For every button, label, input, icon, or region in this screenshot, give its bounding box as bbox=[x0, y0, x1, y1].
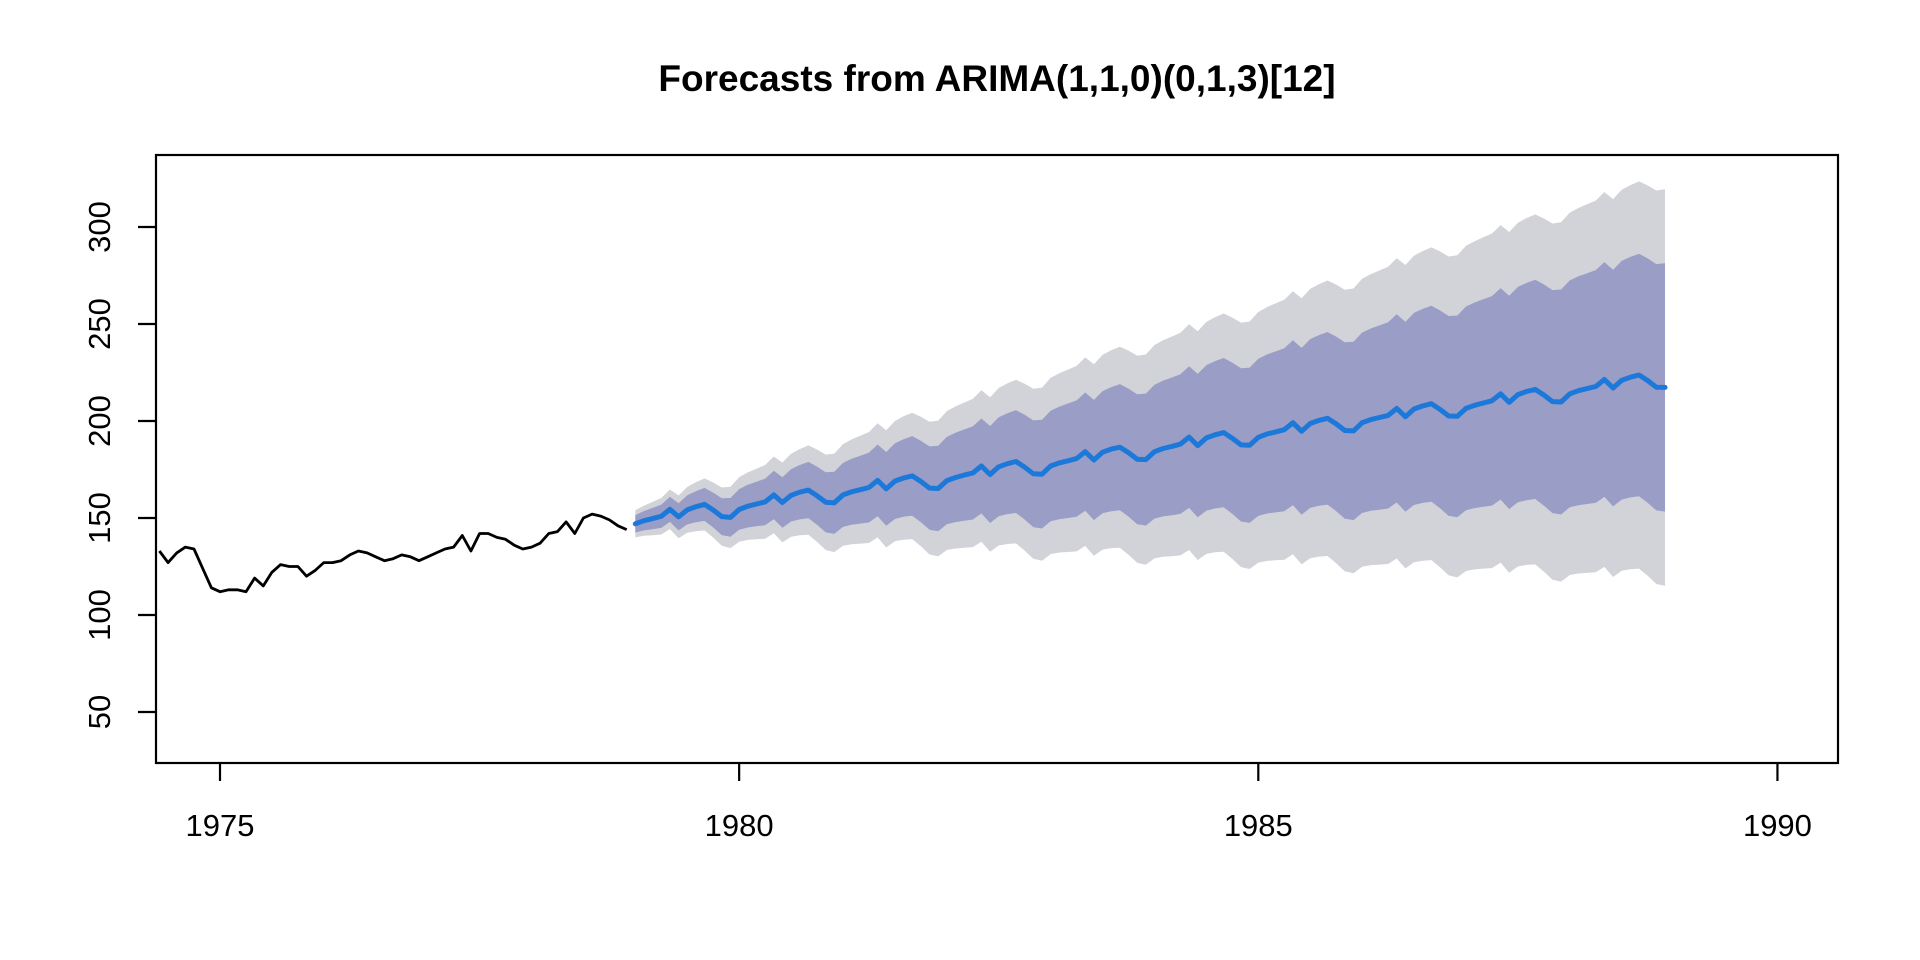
y-axis-tick-label: 200 bbox=[82, 395, 117, 447]
y-axis-tick-label: 150 bbox=[82, 492, 117, 544]
y-axis-tick-label: 50 bbox=[82, 695, 117, 729]
chart-title: Forecasts from ARIMA(1,1,0)(0,1,3)[12] bbox=[658, 58, 1336, 99]
plot-frame bbox=[154, 153, 1840, 765]
forecast-mean-line bbox=[632, 372, 1668, 527]
x-axis-tick-label: 1990 bbox=[1743, 808, 1812, 843]
x-axis-tick-label: 1975 bbox=[186, 808, 255, 843]
x-axis-tick-label: 1980 bbox=[705, 808, 774, 843]
observed-history-line bbox=[158, 512, 628, 594]
x-axis-tick-label: 1985 bbox=[1224, 808, 1293, 843]
y-axis-tick-label: 300 bbox=[82, 201, 117, 253]
y-axis-tick-label: 100 bbox=[82, 589, 117, 641]
y-axis-tick-label: 250 bbox=[82, 298, 117, 350]
prediction-interval-80% bbox=[635, 253, 1665, 537]
